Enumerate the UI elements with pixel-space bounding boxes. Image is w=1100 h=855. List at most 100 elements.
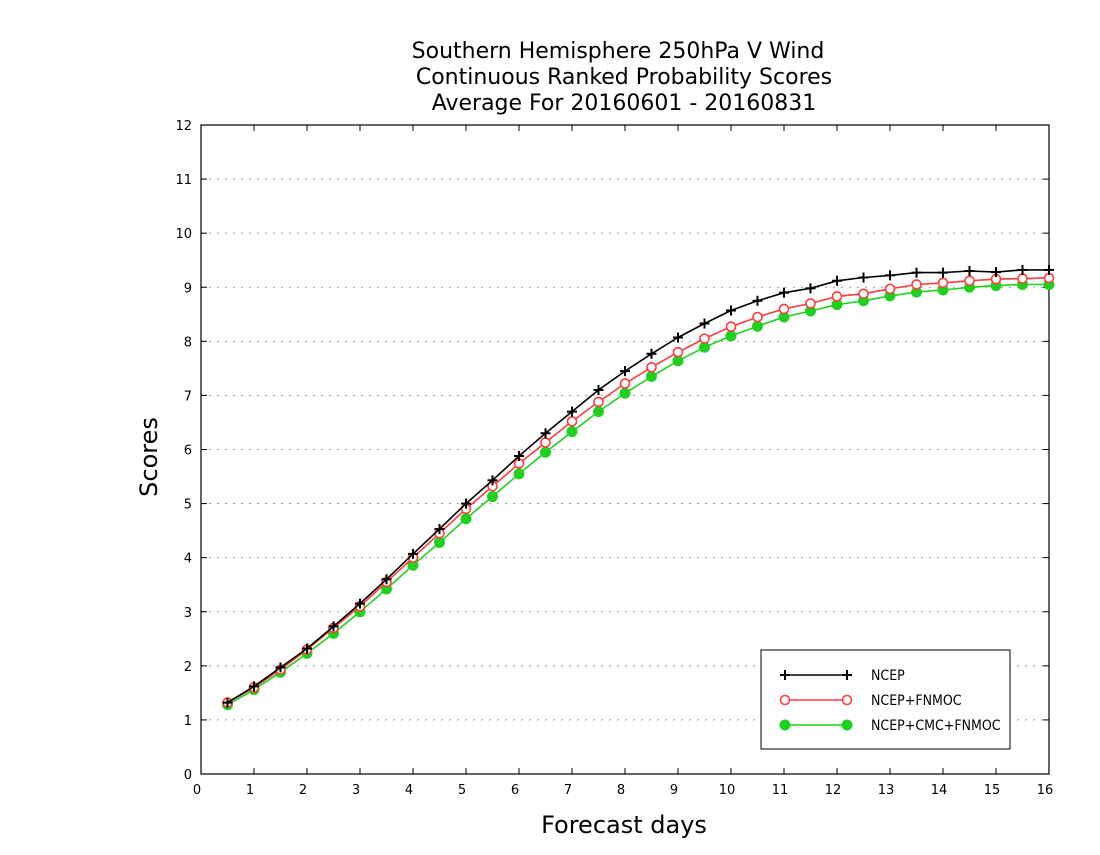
data-point bbox=[938, 267, 948, 278]
y-tick-label: 6 bbox=[184, 444, 192, 459]
data-point bbox=[222, 697, 233, 708]
data-point bbox=[964, 275, 975, 287]
x-tick-label: 5 bbox=[458, 783, 466, 798]
data-point bbox=[1017, 273, 1028, 284]
data-point bbox=[540, 437, 551, 448]
legend-entry: NCEP+FNMOC bbox=[779, 693, 962, 709]
x-tick-label: 12 bbox=[825, 783, 842, 798]
data-point bbox=[540, 428, 551, 439]
data-point bbox=[726, 305, 736, 316]
y-tick-label: 4 bbox=[184, 552, 192, 567]
x-tick-label: 3 bbox=[352, 783, 360, 798]
x-tick-label: 11 bbox=[772, 783, 789, 798]
data-point bbox=[885, 270, 895, 281]
data-point bbox=[831, 291, 843, 302]
data-point bbox=[619, 387, 631, 399]
data-point bbox=[805, 298, 816, 309]
legend-entry: NCEP bbox=[780, 668, 905, 684]
data-point bbox=[752, 311, 763, 323]
title-line-2: Continuous Ranked Probability Scores bbox=[416, 65, 832, 90]
y-tick-label: 12 bbox=[175, 119, 192, 134]
y-tick-label: 7 bbox=[184, 389, 192, 404]
data-point bbox=[646, 348, 657, 359]
data-point bbox=[858, 272, 869, 283]
data-point bbox=[805, 283, 816, 294]
x-axis-label: Forecast days bbox=[541, 811, 707, 839]
data-point bbox=[593, 396, 604, 408]
data-point bbox=[302, 643, 312, 654]
legend: NCEP NCEP+FNMOC NCEP+CMC+FNMOC bbox=[760, 649, 1011, 750]
data-point bbox=[832, 275, 842, 286]
data-point bbox=[779, 287, 789, 298]
legend-marker bbox=[779, 719, 791, 731]
x-tick-label: 7 bbox=[564, 783, 572, 798]
y-tick-label: 5 bbox=[184, 498, 192, 513]
x-tick-label: 6 bbox=[511, 783, 519, 798]
data-point bbox=[461, 498, 471, 509]
data-point bbox=[646, 370, 657, 382]
data-point bbox=[434, 537, 445, 549]
y-tick-label: 8 bbox=[184, 335, 192, 350]
legend-marker bbox=[780, 670, 790, 680]
data-point bbox=[646, 361, 657, 373]
data-point bbox=[725, 321, 737, 333]
data-point bbox=[513, 468, 525, 480]
data-point bbox=[911, 267, 922, 278]
data-point bbox=[1044, 264, 1054, 275]
data-point bbox=[408, 548, 418, 559]
data-point bbox=[567, 406, 577, 417]
legend-marker bbox=[841, 719, 853, 731]
y-tick-label: 0 bbox=[184, 768, 192, 783]
title-line-3: Average For 20160601 - 20160831 bbox=[432, 91, 817, 116]
data-point bbox=[249, 681, 259, 692]
data-point bbox=[566, 416, 578, 427]
data-point bbox=[672, 346, 684, 358]
y-axis-label: Scores bbox=[135, 417, 163, 497]
x-tick-label: 10 bbox=[719, 783, 736, 798]
x-tick-label: 13 bbox=[878, 783, 895, 798]
series-line bbox=[227, 277, 1050, 704]
x-tick-label: 8 bbox=[617, 783, 625, 798]
series-line bbox=[227, 283, 1049, 706]
data-point bbox=[1017, 264, 1028, 275]
data-point bbox=[487, 491, 498, 503]
data-point bbox=[275, 662, 286, 673]
data-point bbox=[619, 378, 631, 389]
data-point bbox=[673, 332, 683, 343]
data-point bbox=[355, 598, 365, 609]
data-point bbox=[752, 320, 763, 332]
data-point bbox=[699, 333, 710, 344]
x-tick-label: 0 bbox=[193, 783, 201, 798]
data-point bbox=[620, 366, 630, 377]
y-tick-label: 3 bbox=[184, 606, 192, 621]
data-point bbox=[487, 475, 498, 486]
data-point bbox=[937, 277, 949, 289]
data-point bbox=[593, 406, 604, 418]
axes bbox=[200, 124, 1050, 775]
x-tick-label: 16 bbox=[1037, 783, 1054, 798]
x-tick-label: 14 bbox=[931, 783, 948, 798]
data-point bbox=[566, 426, 578, 438]
legend-marker bbox=[841, 694, 853, 706]
y-tick-label: 9 bbox=[184, 281, 192, 296]
data-point bbox=[858, 288, 869, 300]
series-ncep bbox=[222, 264, 1054, 708]
legend-label: NCEP+FNMOC bbox=[871, 693, 962, 709]
y-tick-label: 11 bbox=[175, 173, 192, 188]
data-point bbox=[778, 303, 790, 315]
legend-marker bbox=[779, 694, 791, 706]
series-ncep-fnmoc bbox=[222, 272, 1055, 708]
legend-marker bbox=[842, 670, 852, 680]
data-point bbox=[514, 450, 524, 461]
data-point bbox=[725, 330, 737, 342]
legend-label: NCEP+CMC+FNMOC bbox=[871, 718, 1001, 734]
data-point bbox=[593, 385, 604, 396]
legend-entry: NCEP+CMC+FNMOC bbox=[779, 718, 1001, 734]
y-tick-label: 10 bbox=[175, 227, 192, 242]
x-tick-label: 2 bbox=[299, 783, 307, 798]
data-point bbox=[911, 279, 922, 290]
x-tick-label: 15 bbox=[984, 783, 1001, 798]
data-point bbox=[434, 524, 445, 535]
data-point bbox=[884, 283, 896, 295]
